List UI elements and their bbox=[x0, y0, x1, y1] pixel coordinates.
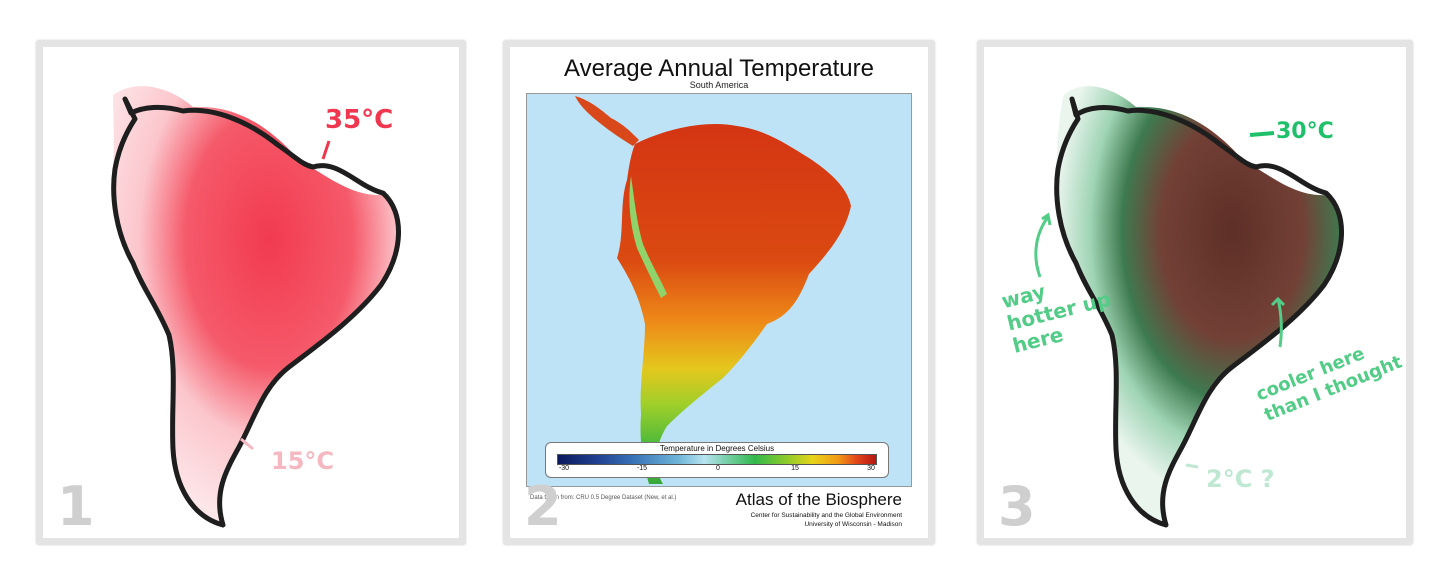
legend-tick: -15 bbox=[636, 465, 648, 472]
panel-number: 3 bbox=[998, 475, 1036, 538]
temperature-map: Temperature in Degrees Celsius -30 -15 0… bbox=[526, 93, 912, 487]
legend-tick: -30 bbox=[558, 465, 570, 472]
cold-temperature-label: 15°C bbox=[271, 447, 335, 475]
legend-tick: 15 bbox=[791, 465, 799, 472]
data-source-note: Data taken from: CRU 0.5 Degree Dataset … bbox=[530, 495, 677, 501]
temperature-legend: Temperature in Degrees Celsius -30 -15 0… bbox=[545, 442, 889, 478]
legend-title: Temperature in Degrees Celsius bbox=[659, 444, 775, 453]
legend-tick: 0 bbox=[716, 465, 720, 472]
sketch-panel-3: 30°C way hotter up here cooler here than… bbox=[977, 40, 1413, 545]
continent-fill bbox=[1054, 86, 1341, 525]
map-title: Average Annual Temperature bbox=[564, 55, 874, 82]
atlas-title: Atlas of the Biosphere bbox=[735, 490, 902, 509]
legend-color-bar bbox=[557, 454, 877, 465]
south-america-sketch-3 bbox=[1034, 86, 1344, 528]
continent-fill bbox=[111, 86, 398, 525]
south-america-map bbox=[575, 96, 851, 484]
reference-map-panel: Average Annual Temperature South America… bbox=[503, 40, 935, 545]
hot-temperature-label: 35°C bbox=[325, 105, 394, 135]
cold-temperature-label: 2°C ? bbox=[1206, 465, 1275, 493]
continent-outline bbox=[1054, 96, 1344, 528]
legend-tick: 30 bbox=[867, 465, 875, 472]
hot-temperature-label: 30°C bbox=[1276, 119, 1334, 144]
continent bbox=[617, 124, 851, 484]
map-subtitle: South America bbox=[689, 80, 749, 90]
credit-line: University of Wisconsin - Madison bbox=[804, 521, 902, 528]
panel-number: 1 bbox=[57, 475, 95, 538]
central-america bbox=[575, 96, 639, 146]
panel-number: 2 bbox=[524, 475, 562, 538]
continent-outline bbox=[111, 96, 401, 528]
sketch-panel-1: 35°C 15°C 1 bbox=[36, 40, 466, 545]
andes-band bbox=[629, 176, 667, 298]
south-america-sketch-1 bbox=[111, 86, 401, 528]
credit-line: Center for Sustainability and the Global… bbox=[750, 512, 902, 519]
